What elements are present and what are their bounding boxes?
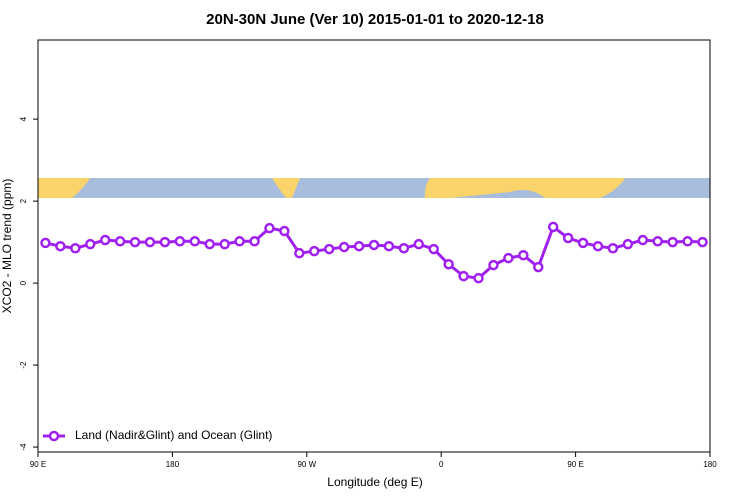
point: [114, 236, 126, 247]
point: [85, 238, 96, 250]
point: [652, 236, 663, 247]
point: [279, 225, 290, 237]
point: [159, 236, 171, 248]
point: [338, 241, 350, 253]
point: [682, 236, 693, 247]
point: [518, 249, 529, 261]
chart-title: 20N-30N June (Ver 10) 2015-01-01 to 2020…: [206, 11, 544, 28]
point: [547, 221, 559, 233]
point: [323, 243, 335, 255]
point: [398, 243, 410, 254]
point: [294, 247, 305, 259]
point: [144, 236, 156, 248]
legend-label: Land (Nadir&Glint) and Ocean (Glint): [75, 428, 272, 442]
point: [413, 238, 425, 250]
point: [458, 270, 469, 282]
y-tick-label: -2: [19, 361, 28, 369]
point: [533, 261, 544, 273]
x-tick-label: 0: [439, 460, 444, 469]
series-line: [45, 224, 703, 280]
point: [219, 238, 230, 250]
point: [249, 236, 260, 247]
x-tick-label: 90 W: [297, 460, 316, 469]
x-tick-label: 180: [703, 460, 717, 469]
point: [607, 243, 619, 254]
point: [697, 236, 708, 248]
x-tick-label: 180: [166, 460, 180, 469]
x-axis-label: Longitude (deg E): [327, 475, 422, 489]
map-strip: [38, 178, 710, 198]
point: [577, 237, 589, 249]
point: [174, 236, 186, 247]
point: [70, 243, 81, 254]
y-tick-label: 0: [19, 280, 28, 285]
point: [309, 245, 320, 257]
land: [38, 178, 90, 198]
point: [592, 240, 604, 252]
point: [488, 259, 499, 271]
point: [204, 238, 215, 250]
point: [189, 236, 201, 247]
point: [99, 234, 111, 246]
point: [55, 240, 66, 252]
point: [473, 272, 484, 284]
point: [383, 240, 395, 252]
plot-frame: [37, 39, 711, 453]
point: [40, 237, 51, 249]
point: [667, 236, 678, 248]
point: [234, 236, 245, 247]
point: [264, 222, 275, 234]
point: [353, 240, 365, 252]
y-tick-label: 2: [19, 198, 28, 203]
point: [503, 252, 514, 264]
x-tick-label: 90 E: [567, 460, 583, 469]
x-tick-label: 90 E: [30, 460, 46, 469]
point: [622, 238, 634, 250]
land: [424, 178, 625, 198]
point: [443, 258, 454, 270]
y-tick-label: -4: [19, 443, 28, 451]
point: [129, 236, 141, 248]
legend-marker: [48, 430, 60, 442]
point: [637, 234, 649, 246]
y-axis-label: XCO2 - MLO trend (ppm): [0, 179, 14, 314]
land: [272, 178, 300, 198]
point: [428, 243, 439, 255]
point: [562, 232, 574, 244]
point: [368, 239, 380, 251]
y-tick-label: 4: [19, 116, 28, 121]
